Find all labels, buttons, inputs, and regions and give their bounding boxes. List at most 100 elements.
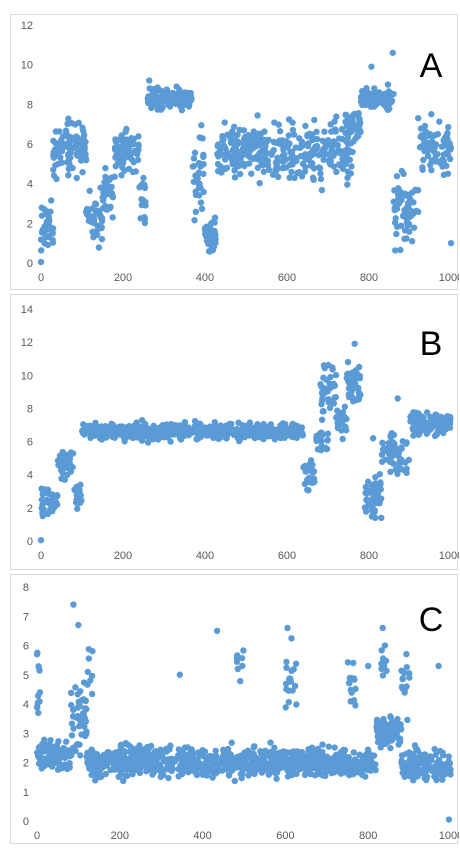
data-point — [208, 234, 215, 241]
data-point — [235, 419, 242, 426]
y-tick-label: 2 — [27, 503, 33, 515]
data-point — [324, 430, 332, 437]
data-point — [395, 734, 402, 742]
data-point — [274, 159, 281, 166]
data-point — [135, 141, 142, 148]
data-point — [325, 397, 333, 404]
data-point — [392, 247, 399, 254]
data-point — [425, 764, 432, 771]
data-point — [289, 119, 296, 126]
data-point — [308, 131, 316, 138]
data-point — [222, 145, 229, 152]
data-point — [428, 423, 435, 430]
chart-panel-a: 0 2 4 6 8 10 12 0 200 400 600 800 1000 A — [10, 14, 460, 290]
data-point — [342, 423, 349, 431]
data-point — [43, 221, 50, 229]
data-point — [285, 765, 292, 772]
data-point — [270, 138, 277, 146]
data-point — [247, 139, 255, 146]
panel-letter: C — [419, 601, 444, 639]
data-point — [279, 158, 287, 165]
data-point — [305, 751, 312, 759]
data-point — [76, 702, 84, 710]
data-point — [359, 93, 366, 101]
data-point — [217, 145, 224, 153]
data-point — [37, 236, 45, 243]
data-point — [443, 763, 451, 770]
data-point — [371, 507, 379, 514]
data-point — [120, 750, 128, 758]
data-point — [172, 421, 179, 429]
data-point — [408, 207, 415, 215]
data-point — [131, 763, 139, 771]
data-point — [89, 770, 97, 777]
data-point — [445, 123, 452, 131]
data-point — [212, 747, 219, 755]
data-point — [310, 468, 318, 475]
data-point — [37, 760, 45, 767]
data-point — [407, 199, 414, 206]
data-point — [345, 679, 353, 687]
data-point — [269, 148, 276, 156]
data-point — [227, 139, 235, 146]
data-point — [44, 241, 52, 249]
data-point — [389, 49, 396, 56]
data-point — [59, 133, 67, 140]
data-point — [433, 776, 440, 784]
data-point — [117, 144, 125, 151]
data-point — [166, 766, 173, 773]
data-point — [146, 77, 153, 84]
data-point — [344, 358, 352, 366]
data-point — [99, 184, 106, 191]
data-point — [345, 391, 353, 398]
data-point — [432, 414, 439, 421]
data-point — [292, 427, 299, 435]
data-point — [203, 772, 211, 779]
data-point — [439, 156, 446, 163]
data-point — [304, 131, 311, 139]
data-point — [81, 723, 88, 730]
y-tick-label: 10 — [21, 60, 33, 72]
data-point — [58, 467, 65, 474]
data-point — [111, 144, 119, 151]
data-point — [76, 723, 83, 730]
data-point — [304, 142, 312, 150]
data-point — [66, 460, 74, 467]
data-point — [171, 758, 179, 765]
data-point — [172, 430, 179, 438]
data-point — [181, 760, 188, 767]
data-point — [445, 816, 453, 823]
data-point — [139, 761, 146, 768]
data-point — [428, 133, 436, 141]
data-point — [223, 151, 231, 158]
data-point — [318, 186, 326, 194]
data-point — [332, 757, 339, 764]
data-point — [335, 135, 343, 142]
data-point — [399, 675, 406, 682]
data-point — [49, 746, 57, 754]
data-point — [257, 748, 264, 755]
data-point — [398, 444, 405, 451]
data-point — [76, 741, 83, 748]
data-point — [333, 751, 340, 759]
data-point — [237, 677, 244, 685]
data-point — [305, 486, 312, 494]
data-point — [299, 140, 306, 147]
data-point — [64, 452, 71, 460]
data-point — [98, 773, 105, 780]
data-point — [101, 179, 108, 186]
data-point — [405, 191, 412, 199]
data-point — [332, 371, 340, 379]
data-point — [364, 89, 371, 96]
data-point — [319, 395, 326, 402]
data-point — [93, 208, 100, 216]
data-point — [378, 451, 386, 458]
data-point — [44, 208, 51, 216]
data-point — [234, 162, 241, 169]
data-point — [381, 642, 389, 649]
data-point — [446, 768, 454, 775]
data-point — [307, 152, 314, 160]
data-point — [356, 751, 363, 758]
data-point — [40, 755, 47, 762]
data-point — [398, 458, 405, 466]
